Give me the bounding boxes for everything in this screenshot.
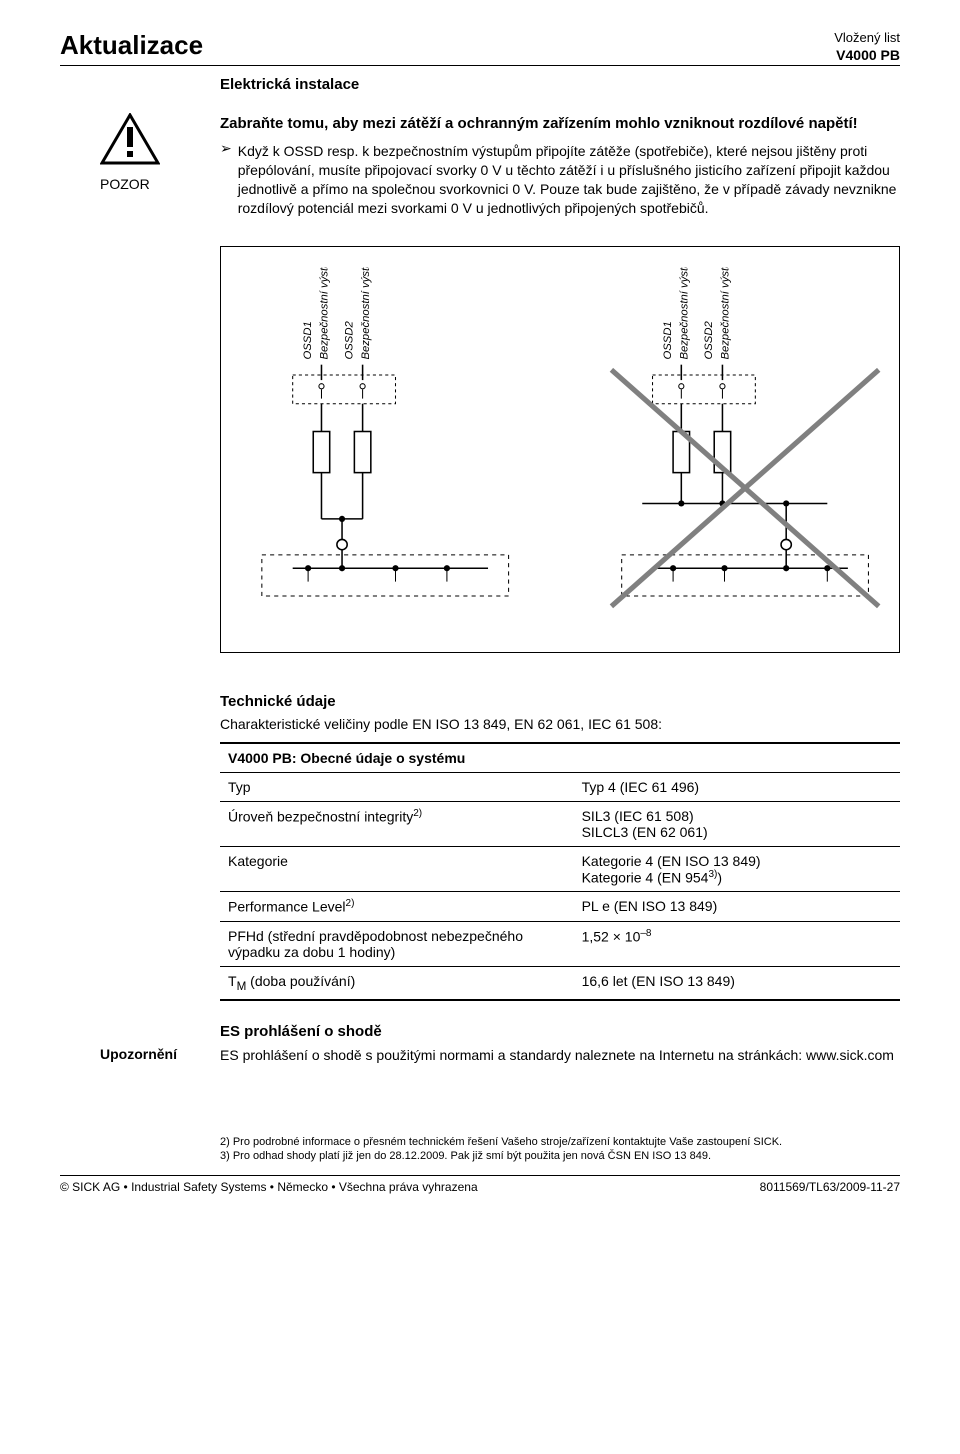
footer-right: 8011569/TL63/2009-11-27: [760, 1180, 900, 1194]
subsection-title: Elektrická instalace: [60, 76, 900, 93]
page-footer: © SICK AG • Industrial Safety Systems • …: [60, 1175, 900, 1194]
footnote-2: 2) Pro podrobné informace o přesném tech…: [220, 1135, 900, 1149]
warning-label: POZOR: [100, 176, 220, 192]
table-row: TM (doba používání)16,6 let (EN ISO 13 8…: [220, 967, 900, 1000]
diag-label-out2-left: Bezpečnostní výstup 2: [360, 267, 372, 360]
table-cell-key: Performance Level2): [220, 892, 574, 922]
warning-triangle-icon: [100, 113, 160, 165]
diag-label-ossd1-right: OSSD1: [662, 321, 674, 359]
diag-label-out2-right: Bezpečnostní výstup 2: [720, 267, 732, 360]
es-heading: ES prohlášení o shodě: [220, 1023, 900, 1040]
tech-intro: Charakteristické veličiny podle EN ISO 1…: [220, 716, 900, 732]
notice-label: Upozornění: [60, 1046, 220, 1065]
table-cell-key: Kategorie: [220, 846, 574, 892]
table-cell-value: 16,6 let (EN ISO 13 849): [574, 967, 900, 1000]
warning-body: Když k OSSD resp. k bezpečnostním výstup…: [238, 142, 900, 218]
tech-heading: Technické údaje: [220, 693, 900, 710]
tech-data-table: V4000 PB: Obecné údaje o systému TypTyp …: [220, 742, 900, 1001]
es-body: ES prohlášení o shodě s použitými normam…: [220, 1046, 900, 1065]
table-section-title: V4000 PB: Obecné údaje o systému: [220, 743, 900, 773]
footer-left: © SICK AG • Industrial Safety Systems • …: [60, 1180, 478, 1194]
table-cell-value: 1,52 × 10–8: [574, 922, 900, 967]
diag-label-out1-left: Bezpečnostní výstup 1: [319, 267, 331, 360]
doc-title: Aktualizace: [60, 30, 203, 63]
table-cell-key: Typ: [220, 772, 574, 801]
table-cell-value: SIL3 (IEC 61 508)SILCL3 (EN 62 061): [574, 801, 900, 846]
warning-title: Zabraňte tomu, aby mezi zátěží a ochrann…: [220, 113, 900, 134]
warning-block: POZOR Zabraňte tomu, aby mezi zátěží a o…: [60, 113, 900, 218]
diag-label-ossd1-left: OSSD1: [302, 321, 314, 359]
table-row: KategorieKategorie 4 (EN ISO 13 849)Kate…: [220, 846, 900, 892]
wiring-diagram-svg: OSSD1 Bezpečnostní výstup 1 OSSD2 Bezpeč…: [231, 267, 889, 637]
bullet-arrow-icon: ➢: [220, 140, 232, 218]
table-cell-key: Úroveň bezpečnostní integrity2): [220, 801, 574, 846]
table-cell-value: PL e (EN ISO 13 849): [574, 892, 900, 922]
diag-label-ossd2-left: OSSD2: [343, 320, 355, 359]
table-row: Úroveň bezpečnostní integrity2)SIL3 (IEC…: [220, 801, 900, 846]
footnote-3: 3) Pro odhad shody platí již jen do 28.1…: [220, 1149, 900, 1163]
table-row: Performance Level2)PL e (EN ISO 13 849): [220, 892, 900, 922]
header-right: Vložený list V4000 PB: [834, 30, 900, 63]
wiring-diagram: OSSD1 Bezpečnostní výstup 1 OSSD2 Bezpeč…: [220, 246, 900, 653]
table-row: TypTyp 4 (IEC 61 496): [220, 772, 900, 801]
table-cell-value: Typ 4 (IEC 61 496): [574, 772, 900, 801]
header-right-1: Vložený list: [834, 30, 900, 45]
table-cell-key: PFHd (střední pravděpodobnost nebezpečné…: [220, 922, 574, 967]
diag-label-out1-right: Bezpečnostní výstup 1: [678, 267, 690, 360]
table-cell-value: Kategorie 4 (EN ISO 13 849)Kategorie 4 (…: [574, 846, 900, 892]
header-right-2: V4000 PB: [834, 47, 900, 63]
footnotes: 2) Pro podrobné informace o přesném tech…: [220, 1135, 900, 1164]
diag-label-ossd2-right: OSSD2: [703, 320, 715, 359]
page-header: Aktualizace Vložený list V4000 PB: [60, 30, 900, 66]
table-row: PFHd (střední pravděpodobnost nebezpečné…: [220, 922, 900, 967]
table-cell-key: TM (doba používání): [220, 967, 574, 1000]
